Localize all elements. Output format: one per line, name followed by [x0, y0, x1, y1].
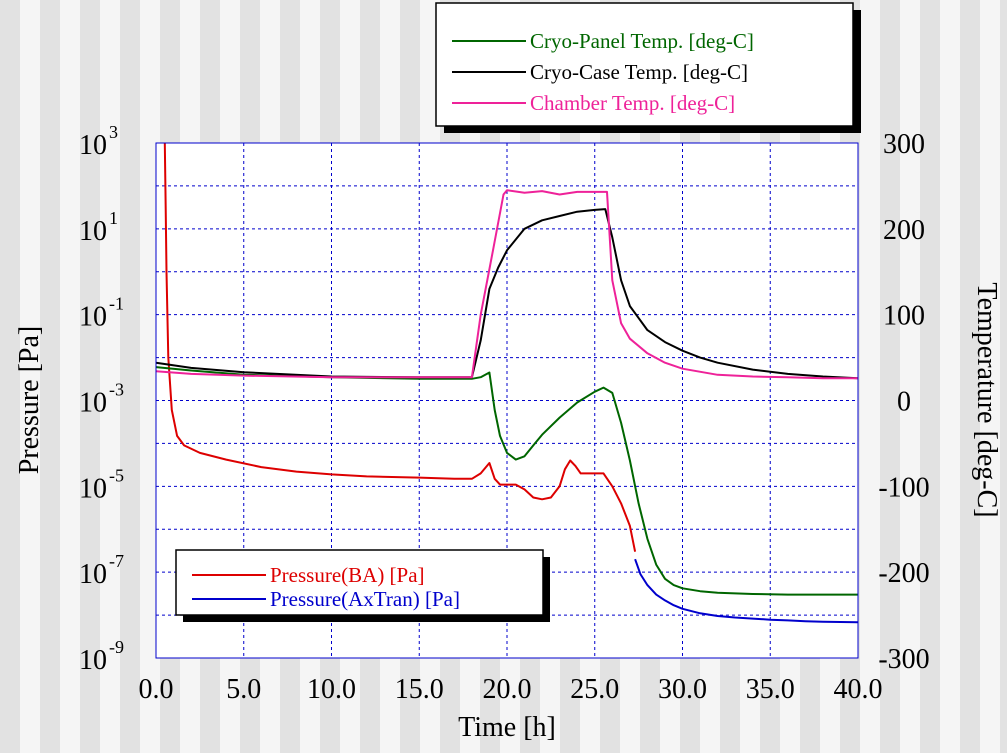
y-left-tick-label: 10 1	[79, 208, 118, 247]
y-left-tick-base: 10	[79, 130, 107, 161]
y-left-tick-exponent: 1	[109, 208, 118, 228]
x-tick-label: 35.0	[746, 674, 795, 705]
x-tick-label: 10.0	[307, 674, 356, 705]
y-left-tick-base: 10	[79, 559, 107, 590]
x-tick-label: 0.0	[139, 674, 174, 705]
x-tick-label: 25.0	[570, 674, 619, 705]
legend-cryo-panel: Cryo-Panel Temp. [deg-C]	[530, 29, 754, 53]
y-right-tick-label: 0	[897, 387, 911, 418]
y-left-tick-exponent: -3	[109, 380, 124, 400]
legend-chamber: Chamber Temp. [deg-C]	[530, 91, 735, 115]
y-left-tick-label: 10 -9	[79, 637, 124, 676]
legend-temperatures: Cryo-Panel Temp. [deg-C] Cryo-Case Temp.…	[435, 2, 861, 133]
y-left-tick-exponent: -5	[109, 465, 124, 485]
y-left-tick-base: 10	[79, 388, 107, 419]
grid	[156, 143, 858, 658]
y-right-tick-label: 200	[883, 215, 925, 246]
y-right-tick-labels: 300 200 100 0 -100 -200 -300	[878, 129, 929, 675]
y-left-tick-exponent: -1	[109, 294, 124, 314]
series-cryo-panel-temp-deg-c	[155, 366, 858, 596]
series-pressure-axtran-pa	[634, 558, 859, 624]
x-tick-label: 5.0	[226, 674, 261, 705]
y-right-tick-label: -100	[878, 472, 929, 503]
x-tick-label: 30.0	[658, 674, 707, 705]
y-right-tick-label: -300	[878, 644, 929, 675]
y-left-axis-label: Pressure [Pa]	[14, 326, 45, 475]
series-layer	[155, 142, 859, 624]
y-left-tick-label: 10 -3	[79, 380, 124, 419]
x-tick-label: 20.0	[483, 674, 532, 705]
x-tick-labels: 0.0 5.0 10.0 15.0 20.0 25.0 30.0 35.0 40.0	[139, 674, 883, 705]
x-tick-label: 15.0	[395, 674, 444, 705]
series-pressure-ba-pa	[163, 142, 637, 552]
y-left-tick-exponent: 3	[109, 122, 118, 142]
y-right-tick-label: 300	[883, 129, 925, 160]
legend-pressure-ba: Pressure(BA) [Pa]	[270, 563, 425, 587]
y-right-tick-label: -200	[878, 558, 929, 589]
legend-pressures: Pressure(BA) [Pa] Pressure(AxTran) [Pa]	[175, 549, 550, 622]
y-left-tick-exponent: -7	[109, 551, 124, 571]
legend-pressure-axtran: Pressure(AxTran) [Pa]	[270, 587, 460, 611]
x-tick-label: 40.0	[834, 674, 883, 705]
y-left-tick-label: 10 3	[79, 122, 118, 161]
y-left-tick-label: 10 -1	[79, 294, 124, 333]
y-left-tick-exponent: -9	[109, 637, 124, 657]
legend-cryo-case: Cryo-Case Temp. [deg-C]	[530, 60, 748, 84]
y-left-tick-label: 10 -5	[79, 465, 124, 504]
y-left-tick-base: 10	[79, 473, 107, 504]
x-axis-label: Time [h]	[458, 712, 556, 743]
series-chamber-temp-deg-c	[155, 189, 858, 380]
y-left-tick-label: 10 -7	[79, 551, 124, 590]
y-left-tick-base: 10	[79, 645, 107, 676]
y-left-tick-base: 10	[79, 216, 107, 247]
y-left-tick-base: 10	[79, 302, 107, 333]
plot-border	[155, 142, 859, 659]
y-right-tick-label: 100	[883, 301, 925, 332]
y-right-axis-label: Temperature [deg-C]	[971, 282, 1002, 517]
